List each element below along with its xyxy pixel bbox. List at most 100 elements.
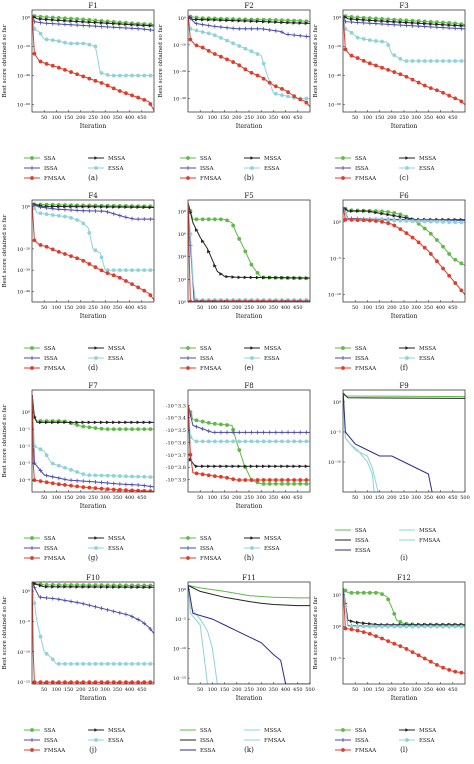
data-point-mssa	[225, 18, 230, 23]
data-point-issa	[386, 22, 391, 27]
data-point-fmsaa	[105, 83, 110, 88]
data-point-issa	[44, 595, 49, 600]
y-tick-label: 10⁻¹⁵	[173, 676, 186, 682]
x-tick-label: 300	[256, 115, 266, 121]
data-point-essa	[410, 624, 415, 629]
data-point-issa	[404, 23, 409, 28]
data-point-mssa	[207, 249, 211, 254]
plot-frame	[187, 199, 311, 303]
data-point-ssa	[459, 261, 464, 266]
x-tick-label: 50	[41, 305, 47, 311]
series-line-mssa	[188, 405, 310, 467]
data-point-issa	[81, 601, 86, 606]
data-point-fmsaa	[459, 288, 464, 293]
data-point-mssa	[51, 584, 55, 589]
data-point-essa	[111, 473, 116, 478]
series-line-mssa	[188, 585, 310, 684]
legend-marker	[186, 166, 190, 170]
y-tick-label: 10⁻²⁰	[17, 247, 30, 253]
data-point-mssa	[404, 20, 409, 25]
data-point-issa	[62, 207, 67, 212]
x-tick-label: 100	[208, 115, 218, 121]
panel-caption: (b)	[244, 174, 254, 182]
data-point-mssa	[441, 22, 446, 27]
data-point-mssa	[87, 420, 92, 425]
data-point-essa	[130, 474, 134, 479]
data-point-issa	[434, 25, 439, 30]
data-point-mssa	[93, 420, 98, 425]
x-tick-label: 50	[197, 687, 203, 693]
data-point-fmsaa	[38, 680, 43, 684]
x-tick-label: 200	[76, 305, 86, 311]
data-point-issa	[99, 24, 104, 29]
data-point-fmsaa	[142, 680, 147, 684]
data-point-essa	[136, 662, 141, 666]
data-point-fmsaa	[261, 299, 266, 302]
data-point-essa	[50, 461, 55, 466]
data-point-fmsaa	[435, 88, 439, 93]
plot-frame	[31, 199, 155, 303]
data-point-mssa	[304, 21, 309, 26]
legend-label-essa: ESSA	[264, 356, 280, 362]
data-point-mssa	[69, 19, 74, 23]
data-point-essa	[200, 30, 205, 34]
data-point-fmsaa	[447, 273, 452, 278]
data-point-issa	[392, 22, 397, 27]
data-point-issa	[249, 26, 254, 31]
series-line-mssa	[32, 15, 154, 27]
data-point-mssa	[106, 21, 110, 26]
data-point-mssa	[280, 275, 284, 280]
data-point-mssa	[298, 276, 303, 280]
x-tick-label: 400	[125, 305, 135, 311]
data-point-mssa	[93, 20, 98, 25]
data-point-issa	[62, 477, 67, 482]
series-group	[32, 14, 154, 111]
series-line-fmsaa	[343, 588, 465, 674]
data-point-mssa	[201, 17, 205, 22]
data-point-fmsaa	[349, 627, 354, 632]
data-point-fmsaa	[355, 56, 360, 60]
data-point-essa	[136, 73, 141, 78]
legend-marker	[30, 366, 34, 370]
data-point-fmsaa	[267, 299, 272, 302]
data-point-mssa	[81, 420, 86, 425]
data-point-mssa	[87, 205, 92, 209]
x-tick-label: 350	[424, 115, 434, 121]
legend-label-issa: ISSA	[44, 738, 59, 744]
legend-marker	[405, 156, 409, 160]
data-point-fmsaa	[404, 74, 409, 79]
legend-marker	[341, 748, 345, 752]
data-point-mssa	[63, 18, 67, 23]
data-point-issa	[255, 430, 260, 435]
data-point-fmsaa	[130, 93, 134, 98]
x-tick-label: 250	[399, 495, 409, 501]
data-point-fmsaa	[99, 680, 104, 684]
legend-label-issa: ISSA	[355, 538, 370, 544]
data-point-fmsaa	[280, 87, 284, 91]
data-point-issa	[279, 430, 284, 435]
data-point-mssa	[63, 420, 67, 425]
data-point-issa	[75, 600, 80, 605]
data-point-fmsaa	[93, 78, 98, 83]
y-tick-label: 10⁻³⁰	[17, 268, 30, 274]
data-point-issa	[56, 597, 61, 602]
data-point-essa	[428, 59, 433, 63]
data-point-issa	[56, 476, 61, 481]
y-tick-label: -10^3.6	[166, 439, 186, 446]
data-point-essa	[99, 662, 104, 666]
data-point-mssa	[130, 585, 135, 590]
data-point-essa	[249, 439, 254, 444]
y-tick-label: 10⁰	[333, 220, 341, 226]
x-tick-label: 100	[52, 687, 62, 693]
x-tick-label: 100	[208, 495, 218, 501]
data-point-issa	[355, 20, 360, 25]
series-line-mssa	[32, 582, 154, 588]
data-point-essa	[304, 96, 309, 101]
data-point-fmsaa	[343, 217, 348, 222]
data-point-issa	[93, 604, 98, 609]
data-point-issa	[148, 484, 153, 489]
data-point-issa	[38, 468, 43, 473]
x-tick-label: 350	[269, 687, 279, 693]
x-tick-label: 300	[411, 305, 421, 311]
data-point-fmsaa	[38, 243, 43, 247]
